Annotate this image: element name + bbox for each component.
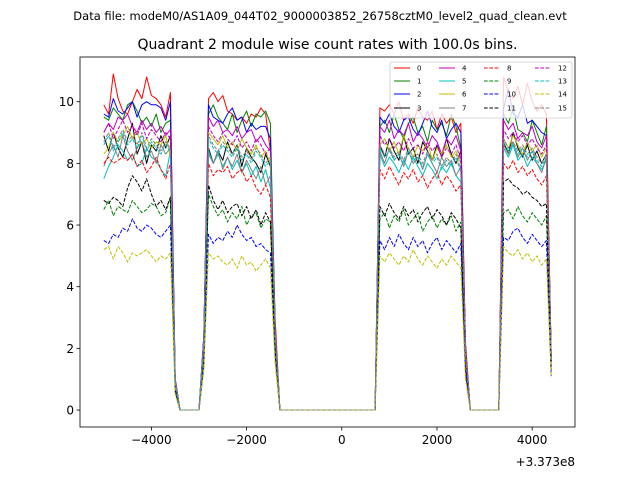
legend-label: 13 [558, 78, 567, 86]
series-line-15 [103, 129, 552, 411]
y-tick-label: 10 [59, 95, 74, 109]
legend-label: 4 [462, 65, 467, 73]
legend-label: 9 [507, 78, 511, 86]
legend-label: 14 [558, 91, 567, 99]
legend-label: 1 [417, 78, 421, 86]
y-tick-label: 6 [66, 219, 74, 233]
legend-label: 6 [462, 91, 467, 99]
x-tick-label: 0 [338, 433, 346, 447]
y-tick-label: 4 [66, 280, 74, 294]
legend-label: 0 [417, 65, 421, 73]
legend-label: 15 [558, 105, 567, 113]
x-tick-label: 2000 [422, 433, 453, 447]
x-tick-label: −2000 [226, 433, 267, 447]
legend-label: 11 [507, 105, 516, 113]
legend-label: 2 [417, 91, 421, 99]
suptitle: Data file: modeM0/AS1A09_044T02_90000038… [73, 9, 567, 23]
legend-frame [389, 61, 573, 119]
legend-label: 3 [417, 105, 421, 113]
plot-area [103, 73, 552, 411]
y-tick-label: 2 [66, 342, 74, 356]
x-offset-label: +3.373e8 [516, 455, 575, 469]
legend-label: 12 [558, 65, 567, 73]
legend-label: 8 [507, 65, 511, 73]
x-tick-label: 4000 [517, 433, 548, 447]
y-tick-label: 8 [66, 157, 74, 171]
axes-frame [79, 56, 576, 428]
chart-title: Quadrant 2 module wise count rates with … [138, 37, 518, 53]
legend-label: 10 [507, 91, 516, 99]
legend-label: 7 [462, 105, 466, 113]
legend-label: 5 [462, 78, 466, 86]
y-tick-label: 0 [66, 404, 74, 418]
x-tick-label: −4000 [131, 433, 172, 447]
